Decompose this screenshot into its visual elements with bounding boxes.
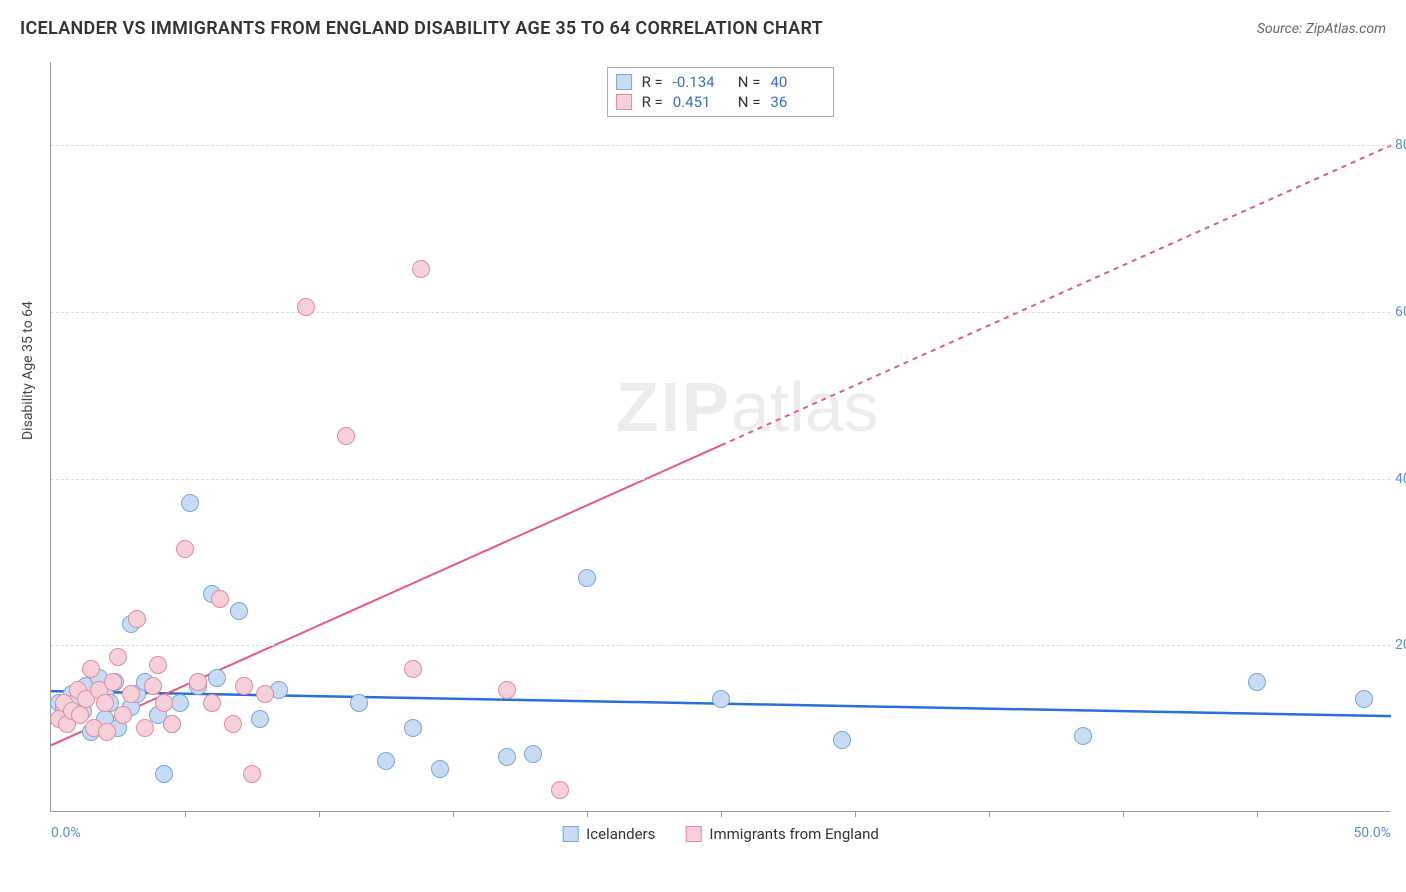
watermark: ZIPatlas [616,367,879,447]
x-tick-mark [1257,811,1258,817]
legend-label-icelanders: Icelanders [586,825,655,843]
data-point-icelanders [833,731,851,749]
data-point-icelanders [712,690,730,708]
x-tick-mark [855,811,856,817]
data-point-england [211,590,229,608]
data-point-england [128,610,146,628]
chart-plot-area: ZIPatlas R = -0.134 N = 40 R = 0.451 N =… [50,62,1390,812]
data-point-england [203,694,221,712]
legend-item-england: Immigrants from England [685,825,878,843]
legend-item-icelanders: Icelanders [562,825,655,843]
data-point-icelanders [155,765,173,783]
data-point-england [189,673,207,691]
data-point-england [256,685,274,703]
data-point-icelanders [350,694,368,712]
data-point-icelanders [1248,673,1266,691]
data-point-england [98,723,116,741]
data-point-icelanders [431,760,449,778]
x-tick-mark [587,811,588,817]
data-point-england [243,765,261,783]
gridline [51,645,1390,646]
data-point-england [224,715,242,733]
data-point-england [337,427,355,445]
gridline [51,145,1390,146]
legend-label-england: Immigrants from England [709,825,878,843]
legend-swatch-england [685,826,701,842]
data-point-icelanders [1074,727,1092,745]
data-point-england [104,673,122,691]
data-point-icelanders [578,569,596,587]
stats-row-england: R = 0.451 N = 36 [616,92,826,112]
data-point-icelanders [208,669,226,687]
data-point-england [155,694,173,712]
data-point-england [163,715,181,733]
data-point-icelanders [404,719,422,737]
x-tick-label: 50.0% [1353,825,1391,841]
data-point-england [122,685,140,703]
y-tick-label: 20.0% [1395,637,1406,653]
data-point-england [96,694,114,712]
x-tick-mark [1123,811,1124,817]
data-point-icelanders [251,710,269,728]
chart-source: Source: ZipAtlas.com [1257,21,1386,37]
x-tick-mark [721,811,722,817]
data-point-england [297,298,315,316]
x-tick-mark [989,811,990,817]
data-point-england [136,719,154,737]
series-legend: Icelanders Immigrants from England [562,825,879,843]
data-point-icelanders [181,494,199,512]
swatch-england [616,94,632,110]
stats-legend: R = -0.134 N = 40 R = 0.451 N = 36 [607,67,835,117]
data-point-england [551,781,569,799]
data-point-england [109,648,127,666]
x-tick-mark [453,811,454,817]
swatch-icelanders [616,74,632,90]
data-point-england [412,260,430,278]
chart-title: ICELANDER VS IMMIGRANTS FROM ENGLAND DIS… [20,18,823,39]
y-tick-label: 40.0% [1395,471,1406,487]
legend-swatch-icelanders [562,826,578,842]
data-point-icelanders [1355,690,1373,708]
y-tick-label: 80.0% [1395,137,1406,153]
data-point-england [149,656,167,674]
gridline [51,479,1390,480]
data-point-icelanders [498,748,516,766]
gridline [51,312,1390,313]
stats-row-icelanders: R = -0.134 N = 40 [616,72,826,92]
y-axis-title: Disability Age 35 to 64 [20,301,36,440]
data-point-england [498,681,516,699]
x-tick-mark [185,811,186,817]
data-point-england [404,660,422,678]
x-tick-mark [319,811,320,817]
data-point-icelanders [230,602,248,620]
x-tick-label: 0.0% [51,825,81,841]
data-point-icelanders [524,745,542,763]
data-point-england [176,540,194,558]
data-point-england [235,677,253,695]
data-point-england [114,706,132,724]
data-point-icelanders [171,694,189,712]
data-point-icelanders [377,752,395,770]
data-point-england [144,677,162,695]
y-tick-label: 60.0% [1395,304,1406,320]
data-point-england [82,660,100,678]
